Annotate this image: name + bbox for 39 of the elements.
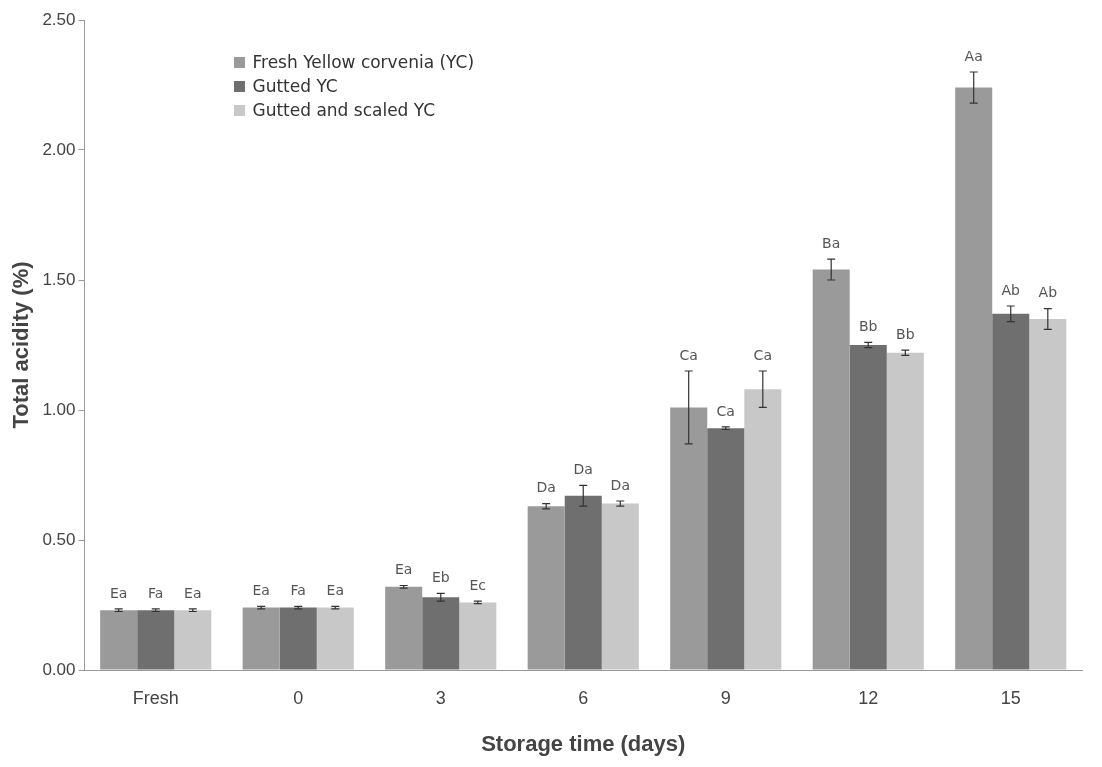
- data-label: Ea: [252, 581, 270, 598]
- legend-label: Gutted YC: [252, 76, 338, 96]
- x-tick-label: 12: [858, 687, 879, 708]
- data-label: Da: [536, 479, 556, 496]
- y-axis-title: Total acidity (%): [8, 261, 34, 429]
- data-label: Aa: [964, 47, 983, 64]
- legend-label: Gutted and scaled YC: [252, 100, 436, 120]
- data-label: Ea: [109, 584, 128, 601]
- y-tick-label: 1.00: [42, 399, 76, 419]
- data-label: Fa: [290, 581, 306, 598]
- data-label: Ca: [716, 402, 735, 419]
- data-label: Ba: [822, 234, 841, 251]
- y-tick-label: 2.50: [42, 9, 76, 29]
- x-tick-label: 9: [720, 687, 731, 708]
- data-label: Ca: [753, 346, 772, 363]
- x-tick-label: Fresh: [132, 687, 179, 708]
- x-tick-label: 3: [435, 687, 446, 708]
- y-tick-label: 1.50: [42, 269, 76, 289]
- y-tick-label: 0.50: [42, 529, 76, 549]
- data-label: Ea: [184, 584, 202, 601]
- x-tick-label: 0: [293, 687, 304, 708]
- y-tick-label: 0.00: [42, 659, 76, 679]
- legend-label: Fresh Yellow corvenia (YC): [252, 52, 475, 72]
- data-label: Bb: [896, 325, 915, 342]
- data-label: Ab: [1001, 281, 1021, 298]
- x-axis-title: Storage time (days): [481, 730, 686, 756]
- data-label: Bb: [859, 318, 878, 335]
- data-label: Ab: [1038, 284, 1058, 301]
- data-label: Ca: [679, 346, 698, 363]
- data-label: Ec: [469, 576, 487, 593]
- data-label: Da: [573, 461, 593, 478]
- y-tick-label: 2.00: [42, 139, 76, 159]
- data-label: Fa: [148, 584, 164, 601]
- x-tick-label: 6: [578, 687, 589, 708]
- data-label: Ea: [394, 561, 413, 578]
- x-tick-label: 15: [1000, 687, 1021, 708]
- data-label: Eb: [431, 568, 450, 585]
- data-label: Ea: [326, 581, 345, 598]
- data-label: Da: [610, 476, 630, 493]
